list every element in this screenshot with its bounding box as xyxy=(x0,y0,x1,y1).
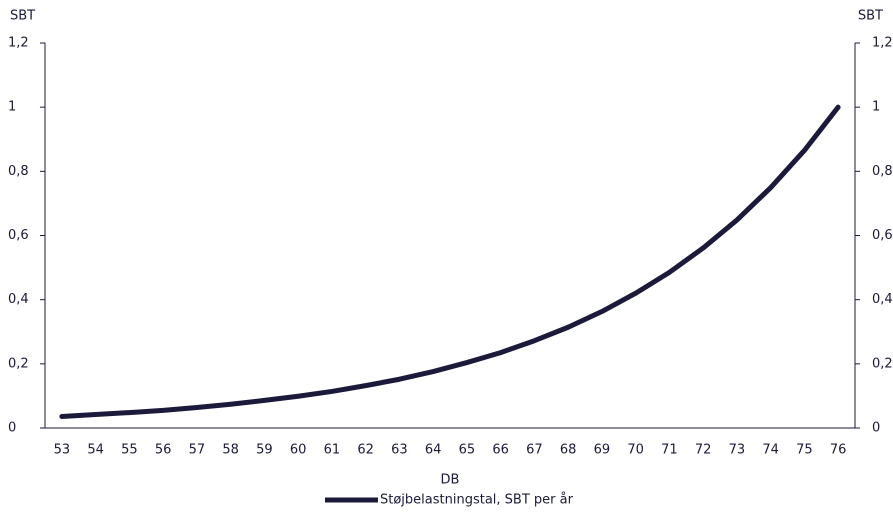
x-tick-label: 70 xyxy=(627,443,644,458)
y-tick-label: 1 xyxy=(8,100,16,115)
x-tick-label: 74 xyxy=(762,443,779,458)
x-tick-label: 72 xyxy=(695,443,712,458)
x-tick-label: 61 xyxy=(324,443,341,458)
y2-tick-label: 0 xyxy=(872,421,880,436)
x-tick-label: 68 xyxy=(560,443,577,458)
x-axis-title: DB xyxy=(441,473,460,488)
y2-tick-label: 0,4 xyxy=(872,292,893,307)
x-tick-label: 67 xyxy=(526,443,543,458)
y-axis-title: SBT xyxy=(10,9,35,24)
data-line xyxy=(59,104,841,419)
x-tick-label: 71 xyxy=(661,443,678,458)
x-tick-label: 62 xyxy=(357,443,374,458)
y-tick-label: 1,2 xyxy=(8,36,29,51)
y2-tick-label: 1,2 xyxy=(872,36,893,51)
y-tick-label: 0,6 xyxy=(8,228,29,243)
x-tick-label: 75 xyxy=(796,443,813,458)
y2-axis-title: SBT xyxy=(858,9,883,24)
x-tick-label: 73 xyxy=(729,443,746,458)
legend-label: Støjbelastningstal, SBT per år xyxy=(380,493,574,508)
x-tick-label: 59 xyxy=(256,443,273,458)
x-tick-label: 65 xyxy=(459,443,476,458)
y2-tick-label: 0,6 xyxy=(872,228,893,243)
x-tick-label: 63 xyxy=(391,443,408,458)
x-tick-label: 54 xyxy=(87,443,104,458)
y-tick-label: 0,4 xyxy=(8,292,29,307)
x-tick-label: 66 xyxy=(492,443,509,458)
x-tick-label: 76 xyxy=(830,443,847,458)
x-tick-label: 69 xyxy=(594,443,611,458)
x-tick-label: 58 xyxy=(222,443,239,458)
x-tick-label: 53 xyxy=(54,443,71,458)
x-tick-label: 60 xyxy=(290,443,307,458)
y-tick-label: 0,8 xyxy=(8,164,29,179)
x-tick-label: 64 xyxy=(425,443,442,458)
y2-tick-label: 0,8 xyxy=(872,164,893,179)
y-tick-label: 0 xyxy=(8,421,16,436)
x-tick-label: 56 xyxy=(155,443,172,458)
y-tick-label: 0,2 xyxy=(8,356,29,371)
x-tick-label: 55 xyxy=(121,443,138,458)
y2-tick-label: 0,2 xyxy=(872,356,893,371)
y2-tick-label: 1 xyxy=(872,100,880,115)
x-tick-label: 57 xyxy=(189,443,206,458)
